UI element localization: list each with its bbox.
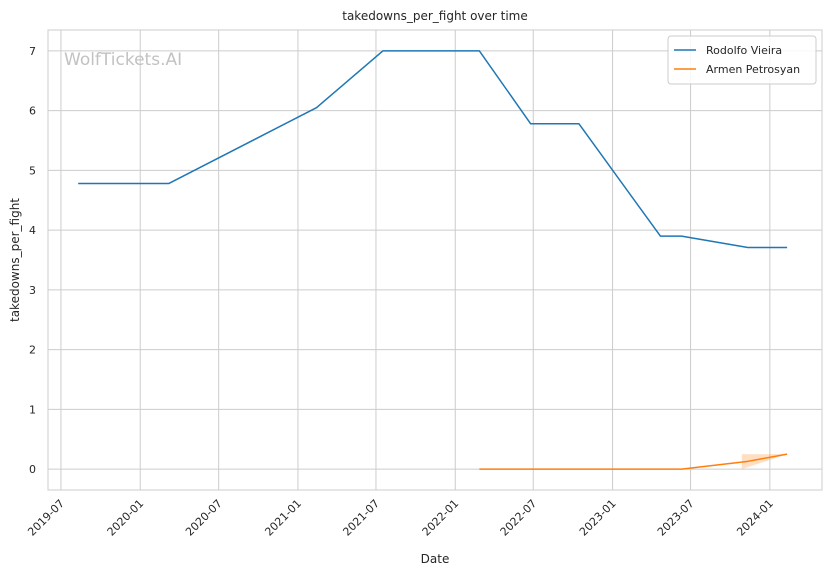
- y-tick-label: 7: [29, 45, 36, 58]
- y-axis-label: takedowns_per_fight: [8, 198, 22, 322]
- chart-title: takedowns_per_fight over time: [342, 9, 528, 23]
- x-tick-label: 2020-07: [183, 497, 225, 539]
- x-tick-label: 2020-01: [105, 497, 147, 539]
- y-tick-labels: 0 1 2 3 4 5 6 7: [29, 45, 36, 476]
- plot-frame: [47, 29, 823, 491]
- y-gridlines: [48, 50, 822, 470]
- x-tick-label: 2024-01: [734, 497, 776, 539]
- x-tick-label: 2021-01: [262, 497, 304, 539]
- x-tick-label: 2021-07: [340, 497, 382, 539]
- watermark-text: WolfTickets.AI: [64, 50, 182, 70]
- x-tick-label: 2022-01: [420, 497, 462, 539]
- confidence-band: [741, 454, 788, 470]
- legend-label: Armen Petrosyan: [706, 63, 800, 76]
- y-tick-label: 3: [29, 284, 36, 297]
- series-line: [78, 50, 788, 249]
- legend-label: Rodolfo Vieira: [706, 44, 782, 57]
- legend: Rodolfo Vieira Armen Petrosyan: [667, 35, 817, 85]
- x-tick-labels: 2019-07 2020-01 2020-07 2021-01 2021-07 2022-…: [25, 497, 776, 539]
- series-lines: [78, 50, 788, 470]
- x-tick-label: 2019-07: [25, 497, 67, 539]
- y-tick-label: 6: [29, 105, 36, 118]
- y-tick-label: 0: [29, 463, 36, 476]
- x-tick-label: 2022-07: [498, 497, 540, 539]
- x-gridlines: [60, 30, 771, 490]
- y-tick-label: 4: [29, 224, 36, 237]
- legend-box: [667, 35, 817, 85]
- x-axis-label: Date: [421, 552, 450, 566]
- y-tick-label: 5: [29, 164, 36, 177]
- series-line: [479, 453, 788, 470]
- y-tick-label: 2: [29, 344, 36, 357]
- x-tick-label: 2023-01: [577, 497, 619, 539]
- x-tick-label: 2023-07: [655, 497, 697, 539]
- confidence-bands: [741, 454, 788, 470]
- y-tick-label: 1: [29, 403, 36, 416]
